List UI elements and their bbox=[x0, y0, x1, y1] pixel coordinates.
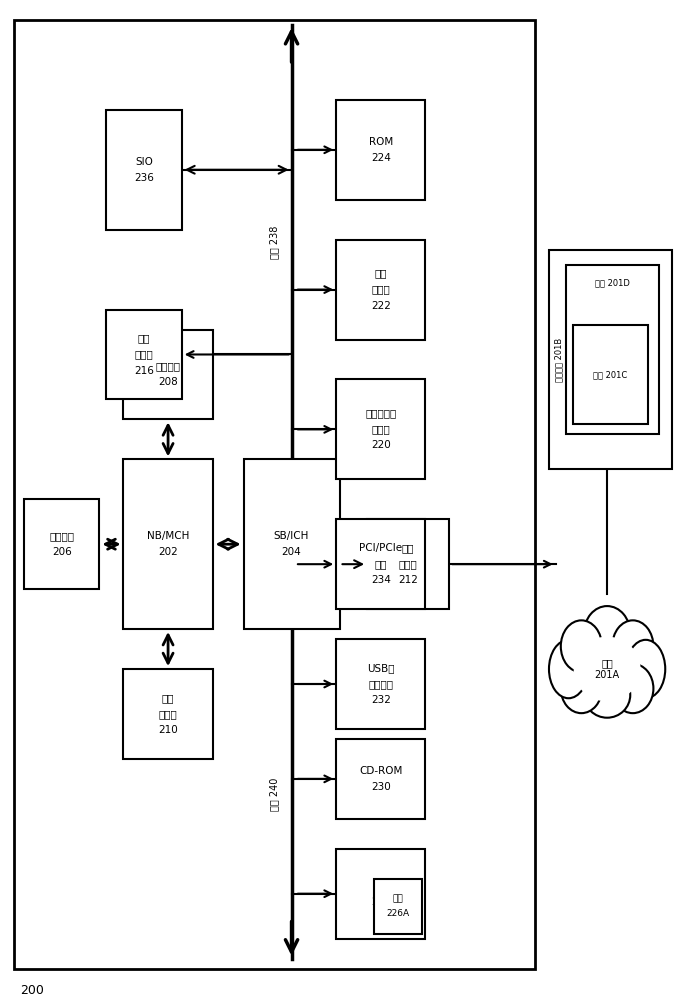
Text: 远程系统 201B: 远程系统 201B bbox=[554, 337, 564, 382]
Text: 处理单元: 处理单元 bbox=[49, 531, 74, 541]
Text: 总线 240: 总线 240 bbox=[270, 777, 279, 811]
Bar bbox=[24, 499, 99, 589]
Text: 236: 236 bbox=[134, 173, 154, 183]
Bar bbox=[123, 459, 213, 629]
Text: 主存储器: 主存储器 bbox=[156, 361, 180, 371]
Bar bbox=[336, 739, 425, 819]
Bar bbox=[336, 100, 425, 200]
Ellipse shape bbox=[584, 672, 630, 718]
Text: 204: 204 bbox=[282, 547, 301, 557]
Bar bbox=[573, 325, 648, 424]
Text: PCI/PCIe: PCI/PCIe bbox=[359, 543, 402, 553]
Ellipse shape bbox=[612, 664, 654, 713]
Ellipse shape bbox=[560, 620, 602, 672]
Text: 设备: 设备 bbox=[375, 559, 387, 569]
Text: 208: 208 bbox=[158, 377, 178, 387]
Text: 206: 206 bbox=[52, 547, 71, 557]
Ellipse shape bbox=[612, 620, 654, 672]
Text: 234: 234 bbox=[371, 575, 390, 585]
Bar bbox=[336, 240, 425, 340]
Bar bbox=[336, 379, 425, 479]
Text: 210: 210 bbox=[158, 725, 178, 735]
Text: 处理器: 处理器 bbox=[158, 709, 178, 719]
Text: 网络: 网络 bbox=[402, 543, 414, 553]
Text: 键盘和鼠标: 键盘和鼠标 bbox=[365, 408, 397, 418]
Bar bbox=[123, 669, 213, 759]
Text: CD-ROM: CD-ROM bbox=[359, 766, 403, 776]
Text: 代码: 代码 bbox=[392, 895, 403, 904]
Text: 222: 222 bbox=[371, 301, 390, 311]
Text: 网络
201A: 网络 201A bbox=[595, 658, 619, 680]
Text: SB/ICH: SB/ICH bbox=[274, 531, 309, 541]
Ellipse shape bbox=[584, 606, 630, 661]
Text: 216: 216 bbox=[134, 366, 154, 376]
Text: 202: 202 bbox=[158, 547, 178, 557]
Text: 200: 200 bbox=[21, 984, 45, 997]
Text: 硬盘: 硬盘 bbox=[375, 881, 387, 891]
Ellipse shape bbox=[549, 640, 588, 698]
Bar bbox=[566, 265, 659, 434]
Text: NB/MCH: NB/MCH bbox=[147, 531, 189, 541]
Text: 220: 220 bbox=[371, 440, 390, 450]
Bar bbox=[374, 879, 422, 934]
Text: 总线 238: 总线 238 bbox=[270, 225, 279, 259]
Text: USB和: USB和 bbox=[367, 663, 394, 673]
Text: 230: 230 bbox=[371, 782, 390, 792]
Text: 音频: 音频 bbox=[138, 333, 150, 343]
Text: 212: 212 bbox=[399, 575, 418, 585]
Ellipse shape bbox=[560, 664, 602, 713]
Bar bbox=[336, 849, 425, 939]
Ellipse shape bbox=[573, 637, 641, 701]
Text: SIO: SIO bbox=[135, 157, 153, 167]
Text: 适配器: 适配器 bbox=[371, 424, 390, 434]
Text: ROM: ROM bbox=[368, 137, 393, 147]
Text: 224: 224 bbox=[371, 153, 390, 163]
Bar bbox=[106, 110, 182, 230]
Text: 图形: 图形 bbox=[162, 693, 174, 703]
Bar bbox=[336, 639, 425, 729]
Text: 232: 232 bbox=[371, 695, 390, 705]
Bar bbox=[244, 459, 340, 629]
Bar bbox=[14, 20, 535, 969]
Bar bbox=[336, 519, 425, 609]
Text: 代码 201C: 代码 201C bbox=[593, 370, 628, 379]
Text: 其他端口: 其他端口 bbox=[368, 679, 393, 689]
Bar bbox=[106, 310, 182, 399]
Text: 适配器: 适配器 bbox=[134, 349, 154, 359]
Text: 解调器: 解调器 bbox=[371, 285, 390, 295]
Text: 适配器: 适配器 bbox=[399, 559, 418, 569]
Text: 存储 201D: 存储 201D bbox=[595, 278, 630, 287]
Text: 调制: 调制 bbox=[375, 269, 387, 279]
Bar bbox=[367, 519, 449, 609]
Text: 226: 226 bbox=[371, 897, 390, 907]
Bar bbox=[123, 330, 213, 419]
Text: 226A: 226A bbox=[386, 909, 410, 918]
Bar bbox=[549, 250, 672, 469]
Ellipse shape bbox=[626, 640, 665, 698]
